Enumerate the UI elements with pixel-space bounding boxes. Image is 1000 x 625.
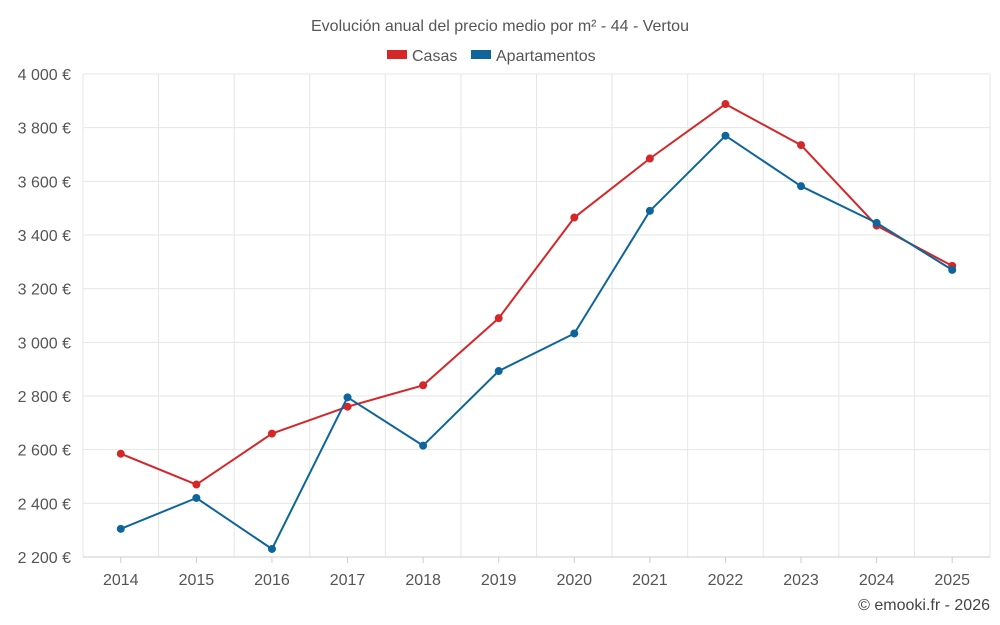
data-point-casas-2021[interactable]: [645, 154, 654, 163]
x-tick-label: 2017: [330, 572, 366, 589]
x-tick-label: 2018: [405, 572, 441, 589]
series-line-casas: [120, 103, 953, 486]
x-tick-label: 2015: [179, 572, 215, 589]
legend: Casas Apartamentos: [387, 48, 596, 65]
data-point-apartamentos-2017[interactable]: [343, 393, 352, 402]
y-tick-label: 4 000 €: [18, 67, 71, 84]
x-tick-label: 2016: [254, 572, 290, 589]
data-point-casas-2020[interactable]: [570, 213, 579, 222]
data-point-apartamentos-2025[interactable]: [948, 265, 957, 274]
data-point-apartamentos-2014[interactable]: [116, 524, 125, 533]
data-point-apartamentos-2022[interactable]: [721, 131, 730, 140]
series-casas: [116, 100, 957, 489]
data-point-casas-2014[interactable]: [116, 449, 125, 458]
grid: [82, 73, 991, 557]
data-point-apartamentos-2021[interactable]: [645, 206, 654, 215]
y-tick-label: 3 000 €: [18, 335, 71, 352]
data-point-casas-2019[interactable]: [494, 314, 503, 323]
data-point-apartamentos-2018[interactable]: [419, 441, 428, 450]
data-point-apartamentos-2015[interactable]: [192, 493, 201, 502]
series-apartamentos: [116, 131, 957, 553]
axes: 2 200 € 2 400 € 2 600 € 2 800 € 3 000 € 3 200…: [18, 67, 990, 589]
x-tick-label: 2025: [934, 572, 970, 589]
data-point-casas-2017[interactable]: [343, 402, 352, 411]
data-point-casas-2018[interactable]: [419, 381, 428, 390]
series: [116, 100, 957, 553]
series-line-apartamentos: [120, 134, 953, 550]
chart-title: Evolución anual del precio medio por m² …: [311, 18, 689, 35]
x-tick-label: 2024: [859, 572, 895, 589]
data-point-casas-2022[interactable]: [721, 100, 730, 109]
credit-text: © emooki.fr - 2026: [858, 597, 990, 614]
y-tick-label: 2 800 €: [18, 389, 71, 406]
data-point-apartamentos-2024[interactable]: [872, 218, 881, 227]
y-tick-label: 2 400 €: [18, 496, 71, 513]
data-point-casas-2023[interactable]: [797, 141, 806, 150]
x-tick-label: 2014: [103, 572, 139, 589]
data-point-apartamentos-2020[interactable]: [570, 329, 579, 338]
y-tick-label: 3 600 €: [18, 174, 71, 191]
y-tick-label: 3 800 €: [18, 121, 71, 138]
y-tick-label: 3 200 €: [18, 282, 71, 299]
y-tick-label: 2 600 €: [18, 443, 71, 460]
x-tick-label: 2019: [481, 572, 517, 589]
legend-label-casas[interactable]: Casas: [412, 48, 457, 65]
legend-swatch-apartamentos: [471, 50, 491, 59]
x-tick-label: 2023: [783, 572, 819, 589]
data-point-apartamentos-2016[interactable]: [267, 544, 276, 553]
y-tick-label: 3 400 €: [18, 228, 71, 245]
data-point-apartamentos-2019[interactable]: [494, 367, 503, 376]
y-tick-label: 2 200 €: [18, 550, 71, 567]
legend-label-apartamentos[interactable]: Apartamentos: [496, 48, 596, 65]
data-point-casas-2016[interactable]: [267, 429, 276, 438]
x-tick-label: 2022: [708, 572, 744, 589]
data-point-casas-2015[interactable]: [192, 480, 201, 489]
legend-swatch-casas: [387, 50, 407, 59]
data-point-apartamentos-2023[interactable]: [797, 182, 806, 191]
x-tick-label: 2020: [556, 572, 592, 589]
x-tick-label: 2021: [632, 572, 668, 589]
